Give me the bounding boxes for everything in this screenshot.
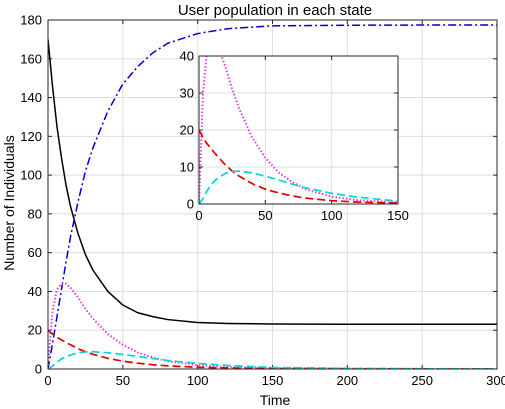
- main-tick-label-y: 0: [35, 362, 42, 377]
- main-tick-label-y: 80: [28, 206, 42, 221]
- inset-tick-label-x: 100: [321, 208, 343, 223]
- y-axis-label: Number of Individuals: [1, 135, 17, 270]
- main-tick-label-x: 150: [262, 373, 284, 388]
- main-tick-label-x: 200: [336, 373, 358, 388]
- main-tick-label-x: 100: [187, 373, 209, 388]
- chart-title: User population in each state: [178, 2, 372, 19]
- inset-tick-label-y: 20: [180, 123, 194, 138]
- plot-layer: 0 50 100 150 200 250 3000204060801001201401601…: [20, 13, 505, 389]
- inset-tick-label-y: 40: [180, 49, 194, 64]
- inset-series-1-line: [199, 129, 398, 204]
- x-axis-label: Time: [260, 392, 291, 408]
- main-tick-label-y: 60: [28, 245, 42, 260]
- main-tick-label-y: 160: [20, 51, 42, 66]
- main-tick-label-y: 20: [28, 323, 42, 338]
- main-tick-label-y: 100: [20, 168, 42, 183]
- inset-tick-label-x: 150: [387, 208, 409, 223]
- inset-tick-label-x: 0: [195, 208, 202, 223]
- inset-series-0-line: [199, 56, 398, 204]
- main-tick-label-y: 140: [20, 90, 42, 105]
- main-tick-label-x: 50: [116, 373, 130, 388]
- inset-tick-label-y: 30: [180, 86, 194, 101]
- main-tick-label-y: 180: [20, 13, 42, 28]
- main-series-1-line: [48, 24, 497, 369]
- main-series-0-line: [48, 39, 497, 325]
- inset-tick-label-y: 10: [180, 160, 194, 175]
- main-tick-label-x: 0: [44, 373, 51, 388]
- main-tick-label-x: 250: [411, 373, 433, 388]
- inset-tick-label-x: 50: [258, 208, 272, 223]
- inset-tick-label-y: 0: [187, 197, 194, 212]
- main-frame: [47, 19, 498, 370]
- main-series-3-line: [48, 329, 497, 369]
- main-tick-label-y: 40: [28, 284, 42, 299]
- main-tick-label-y: 120: [20, 129, 42, 144]
- main-tick-label-x: 300: [486, 373, 505, 388]
- inset-axes: 0 50 100 150 0 10 20 30 40: [180, 49, 409, 224]
- main-series-2-line: [48, 282, 497, 369]
- main-series-4-line: [48, 350, 497, 369]
- inset-series-2-line: [199, 170, 398, 204]
- inset-frame: [198, 55, 399, 205]
